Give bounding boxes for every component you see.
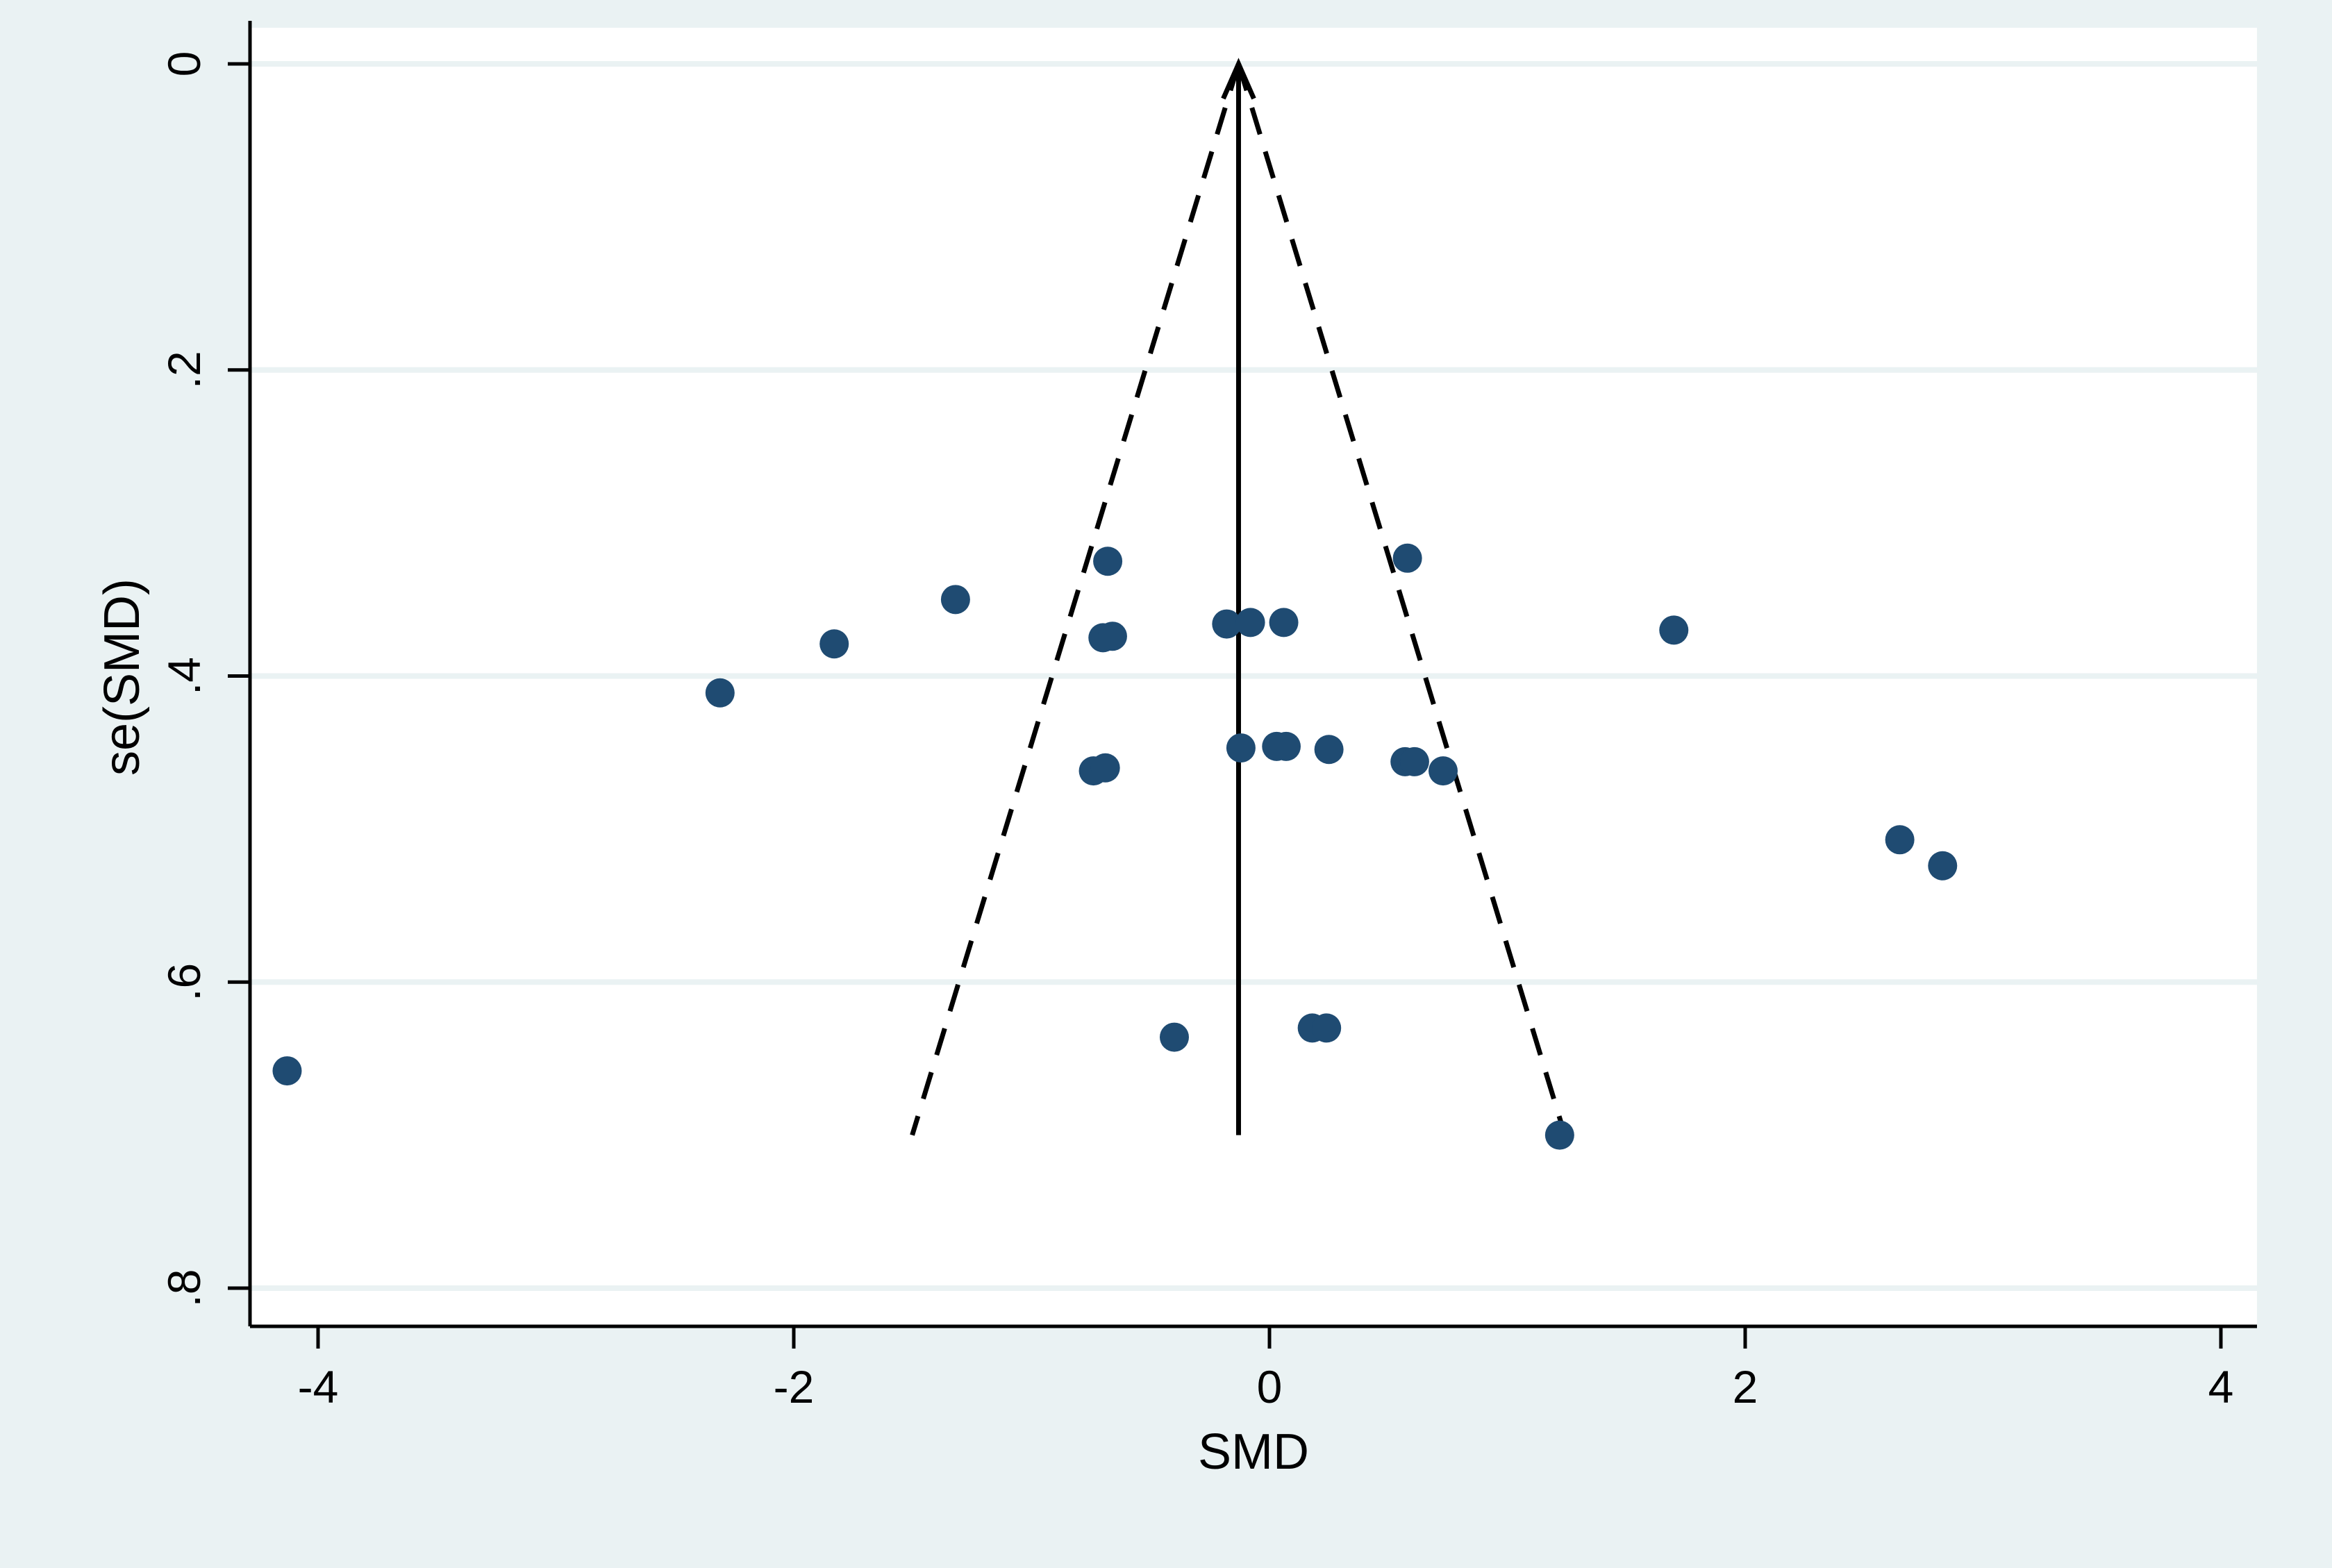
axes: [248, 21, 2257, 1328]
data-point: [1312, 1013, 1342, 1043]
y-tick-label: .2: [158, 351, 210, 389]
data-point: [1235, 608, 1265, 637]
data-point: [1928, 851, 1958, 881]
funnel-lines: [910, 58, 1567, 1136]
data-point: [705, 678, 735, 708]
data-point: [1271, 731, 1301, 761]
data-point: [1093, 547, 1123, 576]
x-axis-ticks: -4 -2 0 2 4: [298, 1326, 2234, 1412]
gridlines: [250, 61, 2257, 1291]
data-point: [1314, 735, 1344, 765]
y-axis-ticks: 0 .2 .4 .6 .8: [158, 51, 250, 1308]
data-point: [940, 585, 970, 615]
data-point: [1429, 756, 1458, 786]
data-point: [1269, 608, 1299, 637]
confidence-limit-right: [1236, 62, 1567, 1136]
x-tick-label: 2: [1733, 1361, 1758, 1412]
x-tick-label: -4: [298, 1361, 339, 1412]
data-point: [1659, 615, 1689, 645]
y-tick-label: .6: [158, 963, 210, 1001]
y-tick-label: 0: [158, 51, 210, 77]
data-point: [272, 1056, 302, 1086]
data-point: [1399, 747, 1429, 776]
y-tick-label: .8: [158, 1269, 210, 1307]
x-tick-label: 4: [2208, 1361, 2234, 1412]
data-points: [272, 543, 1958, 1150]
data-point: [1160, 1022, 1189, 1052]
x-axis-title: SMD: [1198, 1424, 1309, 1480]
data-point: [819, 629, 849, 659]
x-tick-label: -2: [774, 1361, 815, 1412]
data-point: [1885, 825, 1915, 855]
y-tick-label: .4: [158, 657, 210, 695]
data-point: [1090, 753, 1120, 783]
data-point: [1544, 1120, 1574, 1150]
x-tick-label: 0: [1257, 1361, 1283, 1412]
data-point: [1212, 609, 1242, 639]
data-point: [1226, 733, 1256, 763]
data-point: [1097, 622, 1127, 651]
data-point: [1392, 543, 1422, 573]
confidence-limit-left: [910, 62, 1241, 1136]
y-axis-title: se(SMD): [94, 578, 150, 776]
